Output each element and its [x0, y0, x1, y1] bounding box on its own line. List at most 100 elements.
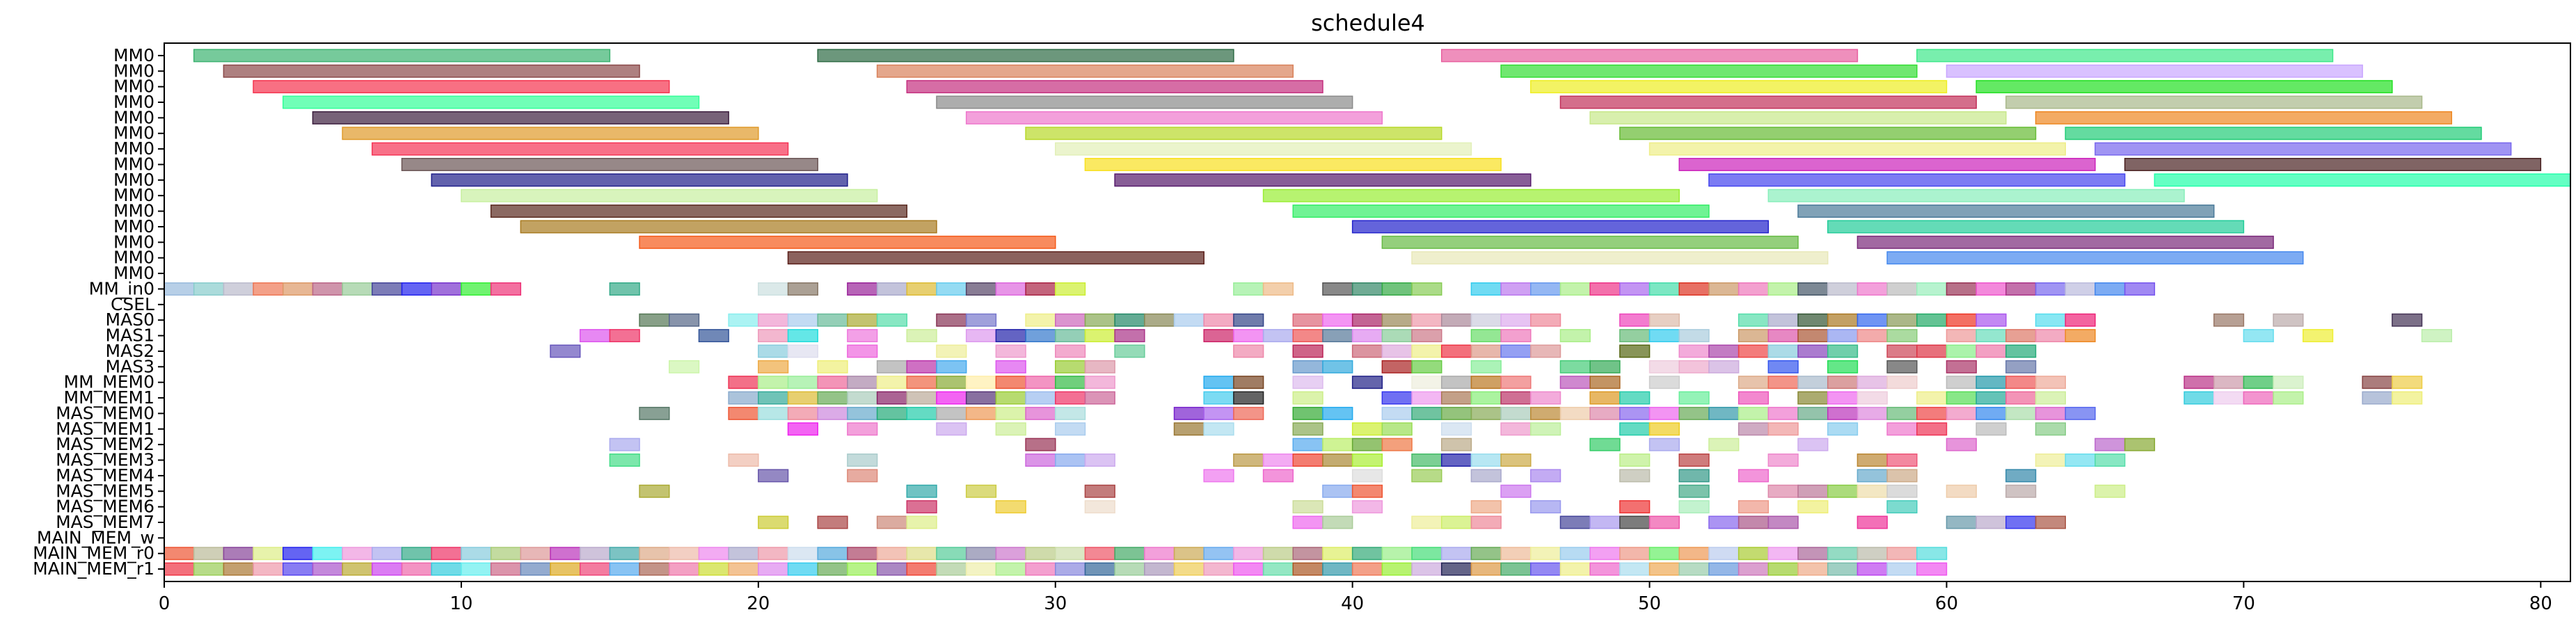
task-bar [936, 422, 967, 436]
task-bar [817, 49, 1234, 63]
task-bar [1025, 438, 1056, 451]
task-bar [787, 282, 818, 296]
task-bar [906, 406, 937, 420]
task-bar [253, 80, 670, 94]
task-bar [2303, 329, 2334, 343]
task-bar [1292, 391, 1323, 405]
task-bar [817, 376, 848, 390]
task-bar [876, 562, 908, 576]
task-bar [1530, 282, 1561, 296]
task-bar [1054, 344, 1086, 358]
task-bar [1589, 391, 1621, 405]
task-bar [1559, 406, 1591, 420]
task-bar [1559, 562, 1591, 576]
task-bar [1767, 188, 2185, 202]
task-bar [1857, 547, 1888, 561]
task-bar [1619, 515, 1651, 529]
task-bar [1589, 282, 1621, 296]
task-bar [1648, 329, 1680, 343]
row-label: MM0 [113, 248, 154, 268]
task-bar [1946, 515, 1977, 529]
task-bar [2213, 391, 2245, 405]
task-bar [1530, 313, 1561, 327]
task-bar [490, 204, 908, 218]
task-bar [1678, 547, 1710, 561]
task-bar [1203, 547, 1234, 561]
task-bar [1767, 454, 1799, 467]
task-bar [1084, 360, 1115, 374]
task-bar [669, 313, 700, 327]
task-bar [817, 360, 848, 374]
task-bar [2005, 469, 2037, 483]
task-bar [1292, 376, 1323, 390]
task-bar [2005, 484, 2037, 498]
task-bar [965, 282, 997, 296]
task-bar [1738, 329, 1770, 343]
task-bar [876, 64, 1294, 78]
task-bar [1857, 391, 1888, 405]
task-bar [758, 313, 789, 327]
task-bar [1648, 142, 2067, 156]
task-bar [876, 282, 908, 296]
task-bar [283, 282, 314, 296]
task-bar [2362, 391, 2393, 405]
task-bar [1916, 344, 1948, 358]
task-bar [1025, 376, 1056, 390]
task-bar [906, 360, 937, 374]
task-bar [1470, 391, 1502, 405]
task-bar [1559, 376, 1591, 390]
task-bar [312, 547, 343, 561]
task-bar [1767, 329, 1799, 343]
task-bar [1975, 376, 2007, 390]
row-label: MAS_MEM4 [56, 465, 154, 485]
task-bar [965, 406, 997, 420]
task-bar [1292, 438, 1323, 451]
task-bar [2035, 282, 2067, 296]
task-bar [847, 454, 878, 467]
task-bar [1440, 391, 1472, 405]
task-bar [1470, 360, 1502, 374]
task-bar [550, 547, 581, 561]
task-bar [1500, 64, 1918, 78]
task-bar [1470, 329, 1502, 343]
task-bar [1025, 391, 1056, 405]
task-bar [1292, 406, 1323, 420]
row-label: MM_in0 [89, 278, 154, 298]
task-bar [312, 282, 343, 296]
task-bar [1738, 282, 1770, 296]
task-bar [1144, 562, 1175, 576]
task-bar [193, 49, 611, 63]
task-bar [1738, 515, 1770, 529]
task-bar [965, 111, 1383, 125]
task-bar [1500, 562, 1532, 576]
task-bar [1946, 376, 1977, 390]
task-bar [1054, 329, 1086, 343]
task-bar [698, 547, 729, 561]
task-bar [609, 562, 640, 576]
task-bar [1322, 515, 1353, 529]
task-bar [1797, 500, 1829, 514]
task-bar [372, 282, 403, 296]
task-bar [965, 313, 997, 327]
task-bar [342, 127, 759, 141]
task-bar [2005, 360, 2037, 374]
task-bar [1886, 360, 1918, 374]
task-bar [1738, 469, 1770, 483]
task-bar [2213, 313, 2245, 327]
task-bar [1946, 406, 1977, 420]
task-bar [906, 329, 937, 343]
task-bar [1975, 329, 2007, 343]
task-bar [1827, 562, 1859, 576]
task-bar [283, 95, 700, 109]
task-bar [1767, 484, 1799, 498]
task-bar [1322, 562, 1353, 576]
task-bar [2362, 376, 2393, 390]
task-bar [1203, 313, 1234, 327]
task-bar [758, 515, 789, 529]
task-bar [1233, 344, 1264, 358]
task-bar [372, 547, 403, 561]
task-bar [2243, 329, 2274, 343]
row-label: MM0 [113, 92, 154, 112]
task-bar [936, 360, 967, 374]
task-bar [1797, 329, 1829, 343]
